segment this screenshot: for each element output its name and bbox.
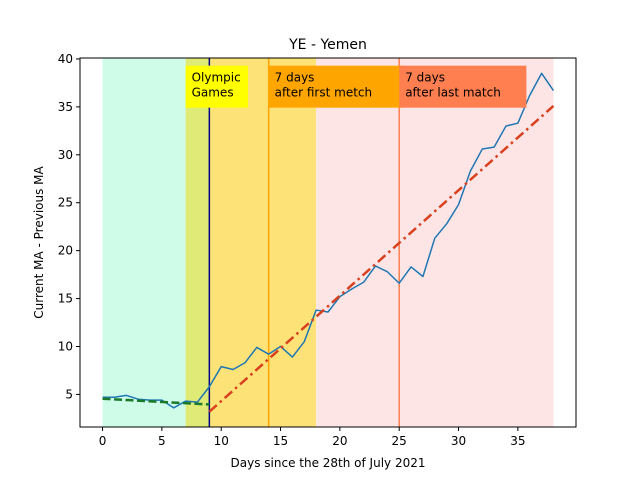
plot-frame bbox=[79, 57, 577, 428]
y-tick-label: 5 bbox=[65, 387, 73, 401]
background-band bbox=[185, 58, 210, 427]
background-bands bbox=[102, 58, 554, 427]
series-lines bbox=[102, 72, 555, 413]
x-tick-label: 35 bbox=[510, 434, 525, 448]
y-tick-label: 35 bbox=[58, 100, 73, 114]
x-tick-label: 25 bbox=[392, 434, 407, 448]
x-tick-label: 10 bbox=[214, 434, 229, 448]
annotation-box-2 bbox=[268, 65, 404, 108]
y-tick-label: 15 bbox=[58, 292, 73, 306]
chart-title: YE - Yemen bbox=[288, 37, 367, 53]
annotation-text: 7 days bbox=[405, 71, 445, 85]
background-band bbox=[102, 58, 186, 427]
x-tick-label: 5 bbox=[158, 434, 166, 448]
annotation-box-1 bbox=[185, 65, 249, 108]
y-tick-label: 20 bbox=[58, 244, 73, 258]
annotation-text: 7 days bbox=[275, 71, 315, 85]
y-tick-label: 30 bbox=[58, 148, 73, 162]
annotation-text: Games bbox=[192, 86, 234, 100]
x-axis-label: Days since the 28th of July 2021 bbox=[231, 456, 426, 470]
annotation-text: after first metch bbox=[275, 86, 372, 100]
series-line-2 bbox=[102, 397, 210, 406]
background-band bbox=[209, 58, 317, 427]
series-line-1 bbox=[102, 72, 555, 409]
annotation-box-3 bbox=[399, 65, 527, 108]
x-tick-label: 20 bbox=[332, 434, 347, 448]
x-tick-label: 0 bbox=[99, 434, 107, 448]
x-tick-label: 15 bbox=[273, 434, 288, 448]
annotation-text: after last match bbox=[405, 86, 501, 100]
annotation-text: Olympic bbox=[192, 71, 241, 85]
y-tick-label: 25 bbox=[58, 196, 73, 210]
background-band bbox=[316, 58, 554, 427]
y-axis-label: Current MA - Previous MA bbox=[32, 165, 46, 318]
y-tick-label: 40 bbox=[58, 52, 73, 66]
y-axis-ticks: 5 10 15 20 25 30 35 40 bbox=[58, 52, 80, 401]
x-axis-ticks: 0 5 10 15 20 25 30 35 bbox=[99, 427, 525, 448]
x-tick-label: 30 bbox=[451, 434, 466, 448]
y-tick-label: 10 bbox=[58, 339, 73, 353]
series-line-3 bbox=[208, 104, 555, 413]
